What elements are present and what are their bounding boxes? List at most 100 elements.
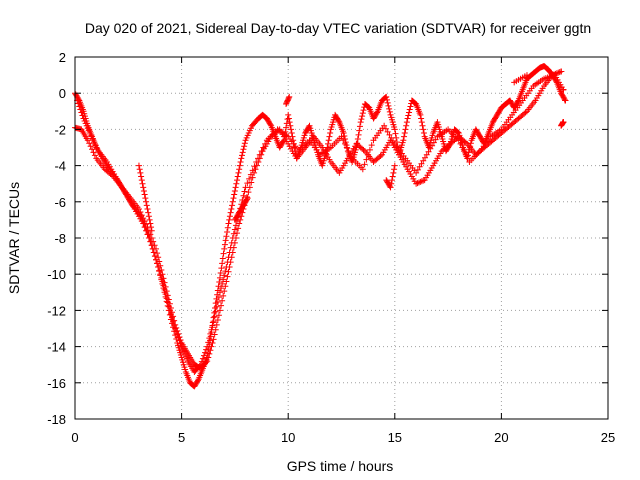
- data-point: [285, 95, 292, 102]
- series-1: [72, 68, 565, 372]
- data-point: [420, 157, 427, 164]
- data-point: [230, 195, 237, 202]
- data-point: [364, 103, 371, 110]
- data-point: [227, 209, 234, 216]
- y-tick-label: -6: [54, 195, 66, 210]
- data-point: [197, 361, 204, 368]
- data-point: [146, 216, 153, 223]
- data-point: [414, 180, 421, 187]
- data-point: [231, 187, 238, 194]
- data-point: [206, 335, 213, 342]
- data-point: [248, 179, 255, 186]
- x-tick-label: 10: [281, 430, 295, 445]
- series-2: [74, 72, 567, 375]
- data-point: [142, 195, 149, 202]
- data-point: [214, 317, 221, 324]
- data-point: [154, 250, 161, 257]
- data-point: [148, 227, 155, 234]
- data-point: [558, 68, 565, 75]
- data-point: [406, 106, 413, 113]
- data-point: [341, 133, 348, 140]
- data-point: [403, 119, 410, 126]
- data-point: [239, 152, 246, 159]
- data-point: [391, 166, 398, 173]
- y-tick-label: -18: [47, 412, 66, 427]
- data-point: [88, 133, 95, 140]
- data-point: [221, 241, 228, 248]
- data-point: [229, 235, 236, 241]
- data-point: [388, 177, 395, 184]
- data-point: [207, 330, 214, 337]
- data-point: [222, 268, 229, 275]
- data-point: [202, 349, 209, 356]
- data-point: [200, 352, 207, 359]
- y-tick-label: -4: [54, 159, 66, 174]
- data-point: [148, 224, 155, 231]
- data-point: [400, 137, 407, 144]
- data-point: [386, 105, 393, 112]
- data-point: [91, 139, 98, 146]
- data-point: [464, 155, 471, 162]
- data-point: [390, 137, 397, 144]
- data-point: [253, 158, 260, 165]
- data-point: [150, 249, 157, 256]
- data-point: [229, 202, 236, 209]
- data-point: [360, 107, 367, 114]
- data-point: [155, 263, 162, 270]
- data-point: [384, 128, 391, 135]
- data-point: [225, 220, 232, 227]
- data-point: [76, 103, 83, 110]
- y-tick-label: -8: [54, 231, 66, 246]
- data-point: [175, 334, 182, 341]
- data-point: [213, 303, 220, 310]
- data-point: [386, 131, 393, 138]
- data-point: [413, 180, 420, 187]
- data-point: [87, 143, 94, 150]
- axis-ticks: [74, 56, 609, 420]
- data-point: [174, 331, 181, 338]
- data-point: [355, 131, 362, 138]
- data-point: [392, 130, 399, 137]
- data-point: [199, 355, 206, 362]
- data-point: [233, 180, 240, 187]
- data-point: [335, 117, 342, 124]
- data-point: [159, 278, 166, 285]
- data-point: [236, 162, 243, 169]
- data-point: [249, 174, 256, 181]
- data-point: [203, 359, 210, 366]
- data-point: [203, 346, 210, 353]
- data-point: [425, 148, 432, 155]
- data-point: [75, 100, 82, 107]
- data-point: [216, 289, 223, 296]
- data-point: [420, 177, 427, 184]
- data-points: [72, 63, 569, 390]
- data-point: [231, 226, 238, 233]
- data-point: [388, 134, 395, 141]
- data-point: [154, 260, 161, 267]
- data-point: [418, 160, 425, 167]
- data-point: [283, 120, 290, 127]
- data-point: [223, 263, 230, 270]
- data-point: [418, 119, 425, 126]
- data-point: [389, 173, 396, 180]
- data-point: [356, 123, 363, 130]
- data-point: [347, 151, 354, 158]
- data-point: [94, 145, 101, 152]
- data-point: [223, 278, 230, 285]
- data-point: [345, 148, 352, 155]
- data-point: [358, 116, 365, 123]
- data-point: [357, 119, 364, 126]
- data-point: [224, 228, 231, 235]
- data-point: [196, 362, 203, 369]
- data-point: [209, 339, 216, 346]
- data-point: [243, 196, 250, 203]
- y-axis-label: SDTVAR / TECUs: [6, 182, 22, 294]
- data-point: [158, 274, 165, 281]
- data-point: [223, 233, 230, 240]
- data-point: [228, 239, 235, 246]
- data-point: [220, 276, 227, 283]
- data-point: [226, 249, 233, 256]
- data-point: [92, 142, 99, 149]
- data-point: [560, 86, 567, 93]
- data-point: [218, 285, 225, 292]
